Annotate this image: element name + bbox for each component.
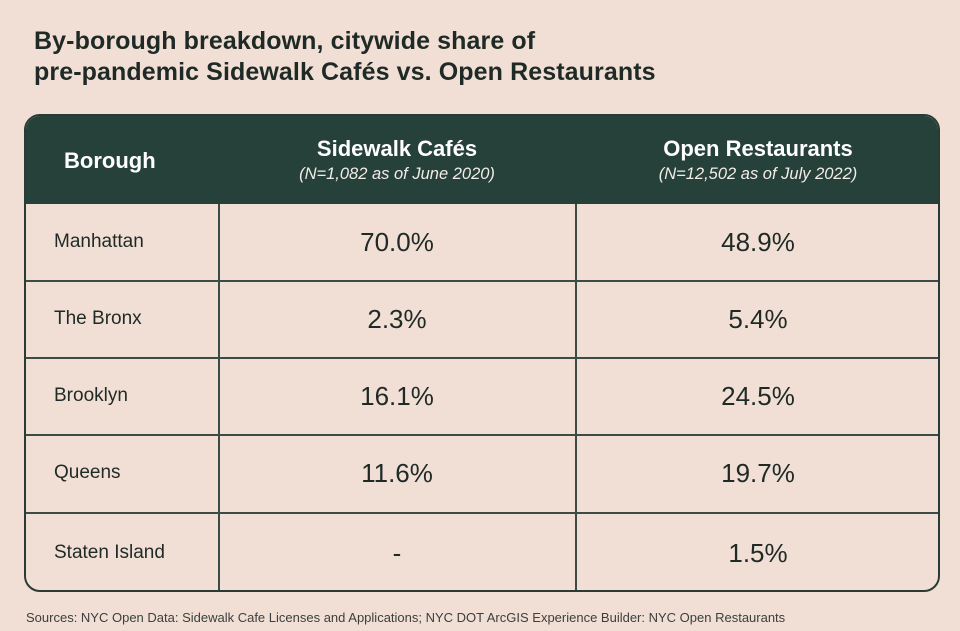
column-divider [575,204,577,590]
sidewalk-value-cell: 16.1% [360,380,434,411]
borough-cell: Queens [54,462,121,483]
header-open-note: (N=12,502 as of July 2022) [658,165,858,183]
table-row: Queens 11.6% 19.7% [26,434,938,510]
title-line-1: By-borough breakdown, citywide share of [34,27,536,55]
sidewalk-value-cell: - [392,537,402,568]
open-value-cell: 24.5% [721,380,795,411]
header-borough: Borough [26,116,218,204]
chart-title: By-borough breakdown, citywide share of … [34,26,914,88]
open-value-cell: 19.7% [721,457,795,488]
borough-cell: Staten Island [54,542,165,563]
title-line-2: pre-pandemic Sidewalk Cafés vs. Open Res… [34,58,656,86]
source-note: Sources: NYC Open Data: Sidewalk Cafe Li… [26,610,786,625]
borough-cell: Manhattan [54,231,144,252]
borough-cell: The Bronx [54,308,142,329]
sidewalk-value-cell: 11.6% [361,457,433,488]
header-sidewalk-cafes: Sidewalk Cafés (N=1,082 as of June 2020) [218,116,576,204]
open-value-cell: 48.9% [721,226,795,257]
column-divider [218,204,220,590]
table-row: The Bronx 2.3% 5.4% [26,280,938,356]
sidewalk-value-cell: 2.3% [367,303,427,334]
table-row: Brooklyn 16.1% 24.5% [26,357,938,433]
table-row: Manhattan 70.0% 48.9% [26,204,938,280]
data-table: Borough Sidewalk Cafés (N=1,082 as of Ju… [24,114,940,592]
header-sidewalk-label: Sidewalk Cafés [316,136,478,161]
header-open-restaurants: Open Restaurants (N=12,502 as of July 20… [576,116,938,204]
header-sidewalk-note: (N=1,082 as of June 2020) [299,165,495,183]
open-value-cell: 1.5% [728,537,788,568]
header-borough-label: Borough [64,147,156,173]
sidewalk-value-cell: 70.0% [360,226,434,257]
table-header: Borough Sidewalk Cafés (N=1,082 as of Ju… [26,116,938,204]
open-value-cell: 5.4% [728,303,788,334]
borough-cell: Brooklyn [54,385,128,406]
header-open-label: Open Restaurants [663,136,853,161]
table-row: Staten Island - 1.5% [26,512,938,590]
